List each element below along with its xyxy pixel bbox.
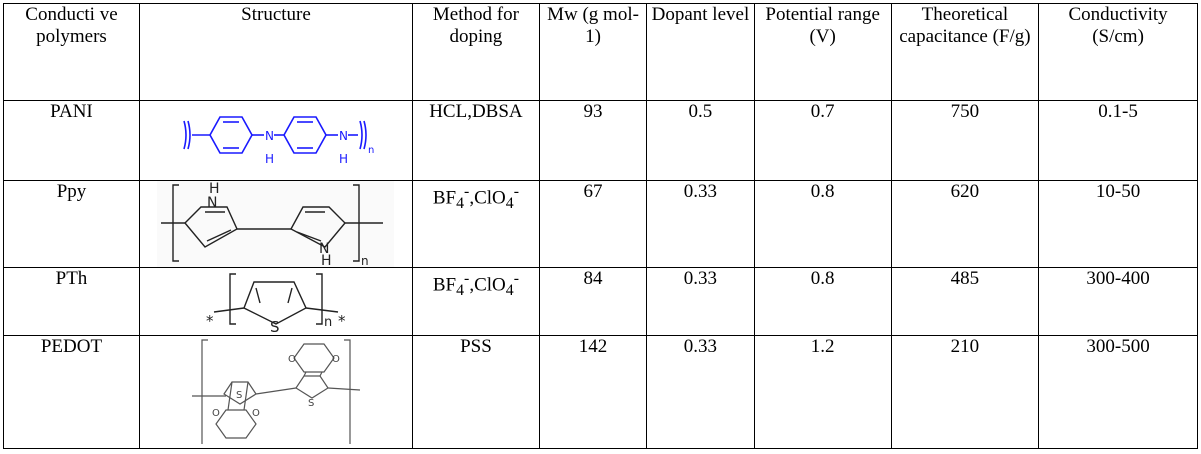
potential-range-value: 0.8 <box>753 180 892 268</box>
table-row: Ppy H N <box>3 180 1198 268</box>
structure-label: S <box>236 390 242 401</box>
header-structure: Structure <box>138 3 414 101</box>
polypyrrole-structure-icon: H N N H n <box>138 180 414 268</box>
polythiophene-structure-icon: * S n * <box>138 267 414 336</box>
table-row: PTh * S n * <box>3 267 1198 336</box>
structure-label: O <box>252 408 260 419</box>
structure-label: H <box>339 152 348 166</box>
table-header-row: Conducti ve polymers Structure Method fo… <box>3 3 1198 101</box>
structure-label: N <box>207 195 217 211</box>
polymer-name: PANI <box>3 100 140 181</box>
doping-method: PSS <box>412 335 540 449</box>
structure-label: * <box>338 312 346 330</box>
doping-method: BF4-,ClO4- <box>412 267 540 336</box>
doping-method: HCL,DBSA <box>412 100 540 181</box>
structure-label: H <box>209 181 220 197</box>
dopant-level-value: 0.33 <box>646 267 755 336</box>
structure-label: O <box>288 354 296 365</box>
conductivity-value: 300-400 <box>1038 267 1198 336</box>
conductivity-value: 300-500 <box>1038 335 1198 449</box>
potential-range-value: 1.2 <box>753 335 892 449</box>
header-method-for-doping: Method for doping <box>412 3 540 101</box>
structure-label: n <box>368 145 374 156</box>
conductivity-value: 0.1-5 <box>1038 100 1198 181</box>
structure-label: O <box>212 408 220 419</box>
pedot-structure-icon: O O S S O O <box>138 335 414 449</box>
conductivity-value: 10-50 <box>1038 180 1198 268</box>
mw-value: 84 <box>538 267 648 336</box>
header-conductivity: Conductivity (S/cm) <box>1038 3 1198 101</box>
potential-range-value: 0.7 <box>753 100 892 181</box>
header-potential-range: Potential range (V) <box>753 3 892 101</box>
structure-label: H <box>321 253 332 267</box>
header-theoretical-capacitance: Theoretical capacitance (F/g) <box>890 3 1040 101</box>
dopant-level-value: 0.5 <box>646 100 755 181</box>
mw-value: 67 <box>538 180 648 268</box>
mw-value: 93 <box>538 100 648 181</box>
polyaniline-structure-icon: N H N H n <box>138 100 414 181</box>
structure-label: n <box>361 254 369 267</box>
header-mw: Mw (g mol-1) <box>538 3 648 101</box>
capacitance-value: 210 <box>890 335 1040 449</box>
structure-label: * <box>206 312 214 330</box>
structure-label: N <box>265 129 274 143</box>
polymer-properties-table: Conducti ve polymers Structure Method fo… <box>3 3 1198 449</box>
capacitance-value: 750 <box>890 100 1040 181</box>
capacitance-value: 485 <box>890 267 1040 336</box>
mw-value: 142 <box>538 335 648 449</box>
polymer-name: PEDOT <box>3 335 140 449</box>
structure-label: O <box>332 354 340 365</box>
potential-range-value: 0.8 <box>753 267 892 336</box>
capacitance-value: 620 <box>890 180 1040 268</box>
polymer-name: Ppy <box>3 180 140 268</box>
header-conductive-polymers: Conducti ve polymers <box>3 3 140 101</box>
structure-label: H <box>265 152 274 166</box>
table-row: PANI <box>3 100 1198 181</box>
polymer-name: PTh <box>3 267 140 336</box>
structure-label: N <box>339 129 348 143</box>
structure-label: S <box>270 318 280 334</box>
structure-label: N <box>319 241 329 257</box>
doping-method: BF4-,ClO4- <box>412 180 540 268</box>
header-dopant-level: Dopant level <box>646 3 755 101</box>
dopant-level-value: 0.33 <box>646 335 755 449</box>
table-row: PEDOT <box>3 335 1198 449</box>
structure-label: n <box>324 315 332 330</box>
structure-label: S <box>308 398 314 409</box>
dopant-level-value: 0.33 <box>646 180 755 268</box>
